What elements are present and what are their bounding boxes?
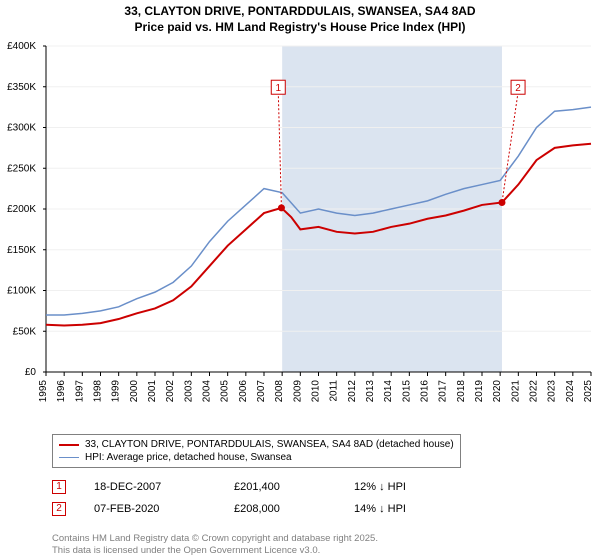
svg-text:£300K: £300K — [7, 123, 36, 134]
svg-text:£350K: £350K — [7, 82, 36, 93]
legend-swatch-property — [59, 444, 79, 446]
svg-text:2023: 2023 — [547, 380, 558, 403]
svg-text:2001: 2001 — [147, 380, 158, 403]
sale-marker-1: 1 — [52, 480, 66, 494]
svg-text:1999: 1999 — [111, 380, 122, 403]
svg-text:2022: 2022 — [529, 380, 540, 403]
svg-text:1997: 1997 — [74, 380, 85, 403]
svg-text:1998: 1998 — [93, 380, 104, 403]
svg-text:2004: 2004 — [202, 380, 213, 403]
svg-text:2024: 2024 — [565, 380, 576, 403]
sale-price-2: £208,000 — [234, 503, 354, 515]
chart-container: 33, CLAYTON DRIVE, PONTARDDULAIS, SWANSE… — [0, 0, 600, 560]
sale-row-2: 2 07-FEB-2020 £208,000 14% ↓ HPI — [52, 502, 494, 516]
sale-date-1: 18-DEC-2007 — [94, 481, 234, 493]
title-line2: Price paid vs. HM Land Registry's House … — [0, 20, 600, 36]
svg-text:2014: 2014 — [383, 380, 394, 403]
sale-row-1: 1 18-DEC-2007 £201,400 12% ↓ HPI — [52, 480, 494, 494]
svg-text:2003: 2003 — [183, 380, 194, 403]
svg-text:£100K: £100K — [7, 286, 36, 297]
svg-text:2000: 2000 — [129, 380, 140, 403]
svg-text:2010: 2010 — [311, 380, 322, 403]
svg-text:£200K: £200K — [7, 204, 36, 215]
legend-item-hpi: HPI: Average price, detached house, Swan… — [59, 451, 454, 464]
svg-text:2009: 2009 — [292, 380, 303, 403]
sale-price-1: £201,400 — [234, 481, 354, 493]
svg-text:2013: 2013 — [365, 380, 376, 403]
svg-text:£400K: £400K — [7, 41, 36, 52]
footer-line2: This data is licensed under the Open Gov… — [52, 545, 378, 556]
svg-text:1995: 1995 — [38, 380, 49, 403]
svg-text:2025: 2025 — [583, 380, 594, 403]
svg-text:2007: 2007 — [256, 380, 267, 403]
footer: Contains HM Land Registry data © Crown c… — [52, 533, 378, 556]
svg-text:£0: £0 — [25, 367, 37, 378]
svg-text:2021: 2021 — [510, 380, 521, 403]
svg-text:2018: 2018 — [456, 380, 467, 403]
sale-delta-2: 14% ↓ HPI — [354, 503, 494, 515]
svg-text:2008: 2008 — [274, 380, 285, 403]
svg-text:£50K: £50K — [13, 326, 37, 337]
legend-item-property: 33, CLAYTON DRIVE, PONTARDDULAIS, SWANSE… — [59, 438, 454, 451]
title-line1: 33, CLAYTON DRIVE, PONTARDDULAIS, SWANSE… — [0, 4, 600, 20]
legend: 33, CLAYTON DRIVE, PONTARDDULAIS, SWANSE… — [52, 434, 461, 468]
sale-date-2: 07-FEB-2020 — [94, 503, 234, 515]
sale-marker-2: 2 — [52, 502, 66, 516]
svg-text:£250K: £250K — [7, 163, 36, 174]
svg-text:2005: 2005 — [220, 380, 231, 403]
footer-line1: Contains HM Land Registry data © Crown c… — [52, 533, 378, 544]
svg-text:2015: 2015 — [401, 380, 412, 403]
svg-text:2012: 2012 — [347, 380, 358, 403]
legend-swatch-hpi — [59, 457, 79, 459]
title-block: 33, CLAYTON DRIVE, PONTARDDULAIS, SWANSE… — [0, 0, 600, 35]
sale-delta-1: 12% ↓ HPI — [354, 481, 494, 493]
svg-text:2019: 2019 — [474, 380, 485, 403]
svg-text:2011: 2011 — [329, 380, 340, 402]
svg-text:£150K: £150K — [7, 245, 36, 256]
svg-text:2006: 2006 — [238, 380, 249, 403]
legend-label-hpi: HPI: Average price, detached house, Swan… — [85, 452, 292, 463]
svg-text:2016: 2016 — [420, 380, 431, 403]
svg-text:2002: 2002 — [165, 380, 176, 403]
svg-text:2017: 2017 — [438, 380, 449, 403]
svg-text:2020: 2020 — [492, 380, 503, 403]
svg-text:2: 2 — [515, 83, 521, 94]
svg-text:1996: 1996 — [56, 380, 67, 403]
legend-label-property: 33, CLAYTON DRIVE, PONTARDDULAIS, SWANSE… — [85, 439, 454, 450]
svg-text:1: 1 — [275, 83, 281, 94]
line-chart: £0£50K£100K£150K£200K£250K£300K£350K£400… — [40, 42, 595, 422]
